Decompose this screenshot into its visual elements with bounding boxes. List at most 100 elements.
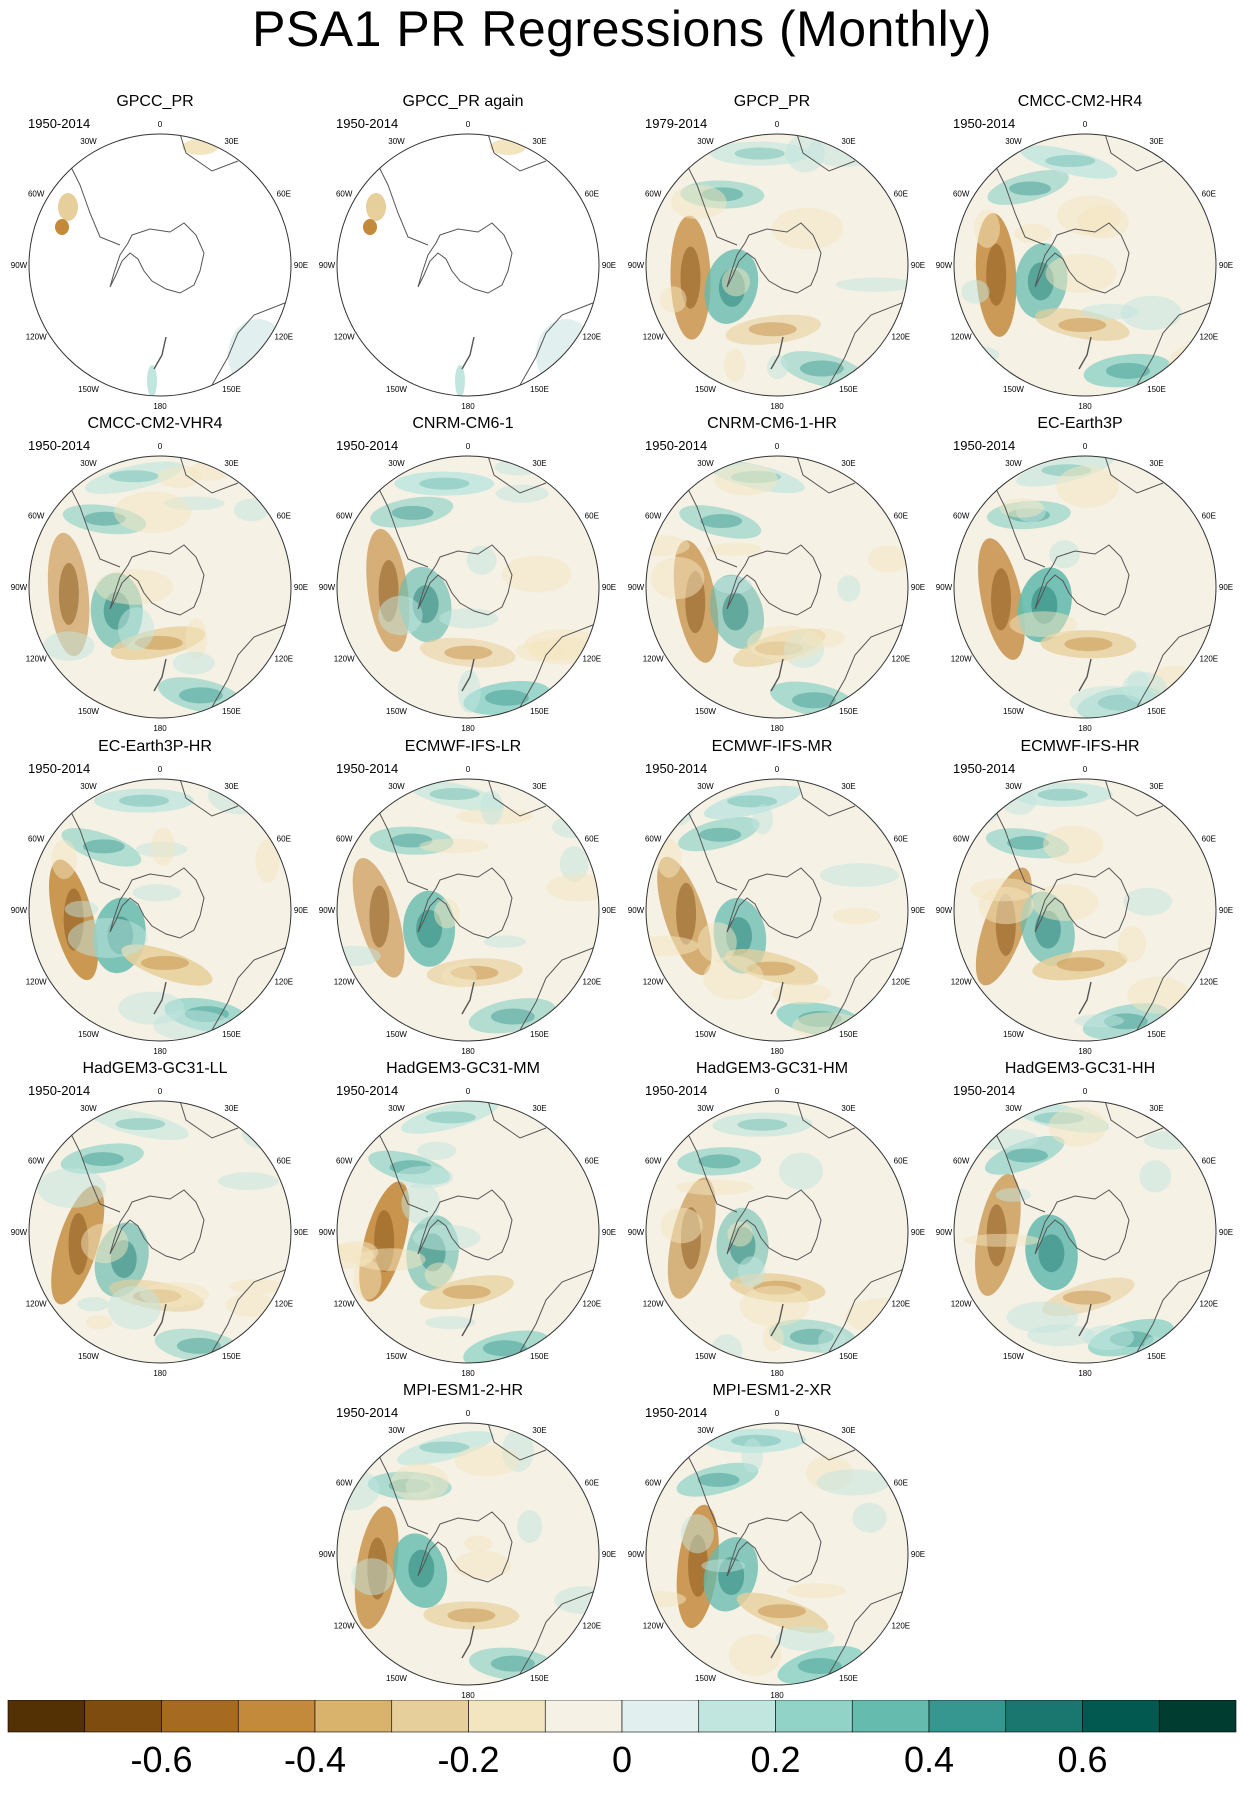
field-noise	[255, 839, 280, 883]
antarctica-coastline	[726, 1511, 822, 1583]
longitude-label: 90W	[11, 1228, 28, 1237]
longitude-label: 0	[158, 120, 163, 129]
longitude-label: 120E	[274, 655, 293, 664]
south-america-coastline	[680, 152, 738, 246]
field-noise	[1045, 253, 1117, 294]
longitude-label: 120E	[582, 333, 601, 342]
field-anomaly-core	[68, 1212, 89, 1275]
field-noise	[659, 286, 687, 313]
longitude-label: 150E	[1147, 385, 1166, 394]
map-panels-grid: GPCC_PR 1950-2014 0 30E 60E 90E 120E 150E 180 150…	[11, 93, 1233, 1700]
field-noise	[741, 1438, 764, 1473]
new-zealand-coastline	[1078, 1303, 1092, 1337]
field-noise	[714, 464, 778, 496]
longitude-label: 30W	[80, 1104, 97, 1113]
new-zealand-coastline	[770, 1625, 784, 1659]
field-anomaly	[712, 1112, 813, 1137]
africa-coastline	[179, 779, 239, 817]
field-anomaly	[94, 788, 195, 813]
map-panel: CNRM-CM6-1 1950-2014 0 30E 60E 90E 120E 150E 180…	[308, 414, 618, 736]
longitude-label: 30W	[1005, 459, 1022, 468]
field-noise	[819, 863, 899, 887]
field-noise	[785, 134, 825, 173]
field-noise	[208, 779, 271, 815]
field-noise	[85, 1315, 113, 1330]
new-zealand-coastline	[1078, 336, 1092, 370]
longitude-label: 120W	[951, 655, 972, 664]
field-anomaly-core	[748, 322, 797, 337]
longitude-label: 90W	[628, 583, 645, 592]
longitude-label: 150W	[695, 707, 716, 716]
longitude-label: 120W	[26, 978, 47, 987]
longitude-label: 0	[1083, 1087, 1088, 1096]
longitude-label: 30E	[841, 459, 855, 468]
longitude-label: 60W	[28, 190, 45, 199]
map-field	[646, 1101, 908, 1363]
field-noise	[233, 498, 269, 522]
panel-title: ECMWF-IFS-MR	[711, 738, 833, 755]
longitude-label: 90W	[936, 261, 953, 270]
longitude-label: 150E	[1147, 707, 1166, 716]
longitude-label: 120W	[26, 333, 47, 342]
australia-coastline	[519, 300, 599, 386]
africa-coastline	[487, 1101, 547, 1139]
south-america-coastline	[63, 1119, 121, 1213]
longitude-label: 60W	[645, 835, 662, 844]
longitude-label: 150W	[695, 385, 716, 394]
longitude-label: 150E	[839, 707, 858, 716]
longitude-label: 150W	[1003, 1352, 1024, 1361]
field-noise	[157, 465, 202, 489]
field-noise	[775, 1626, 835, 1651]
panel-title: CMCC-CM2-VHR4	[87, 415, 223, 432]
field-noise	[1077, 205, 1130, 239]
longitude-label: 0	[158, 1087, 163, 1096]
field-noise	[419, 838, 489, 854]
map-field	[337, 1101, 599, 1363]
field-noise	[1043, 825, 1104, 864]
longitude-label: 0	[1083, 442, 1088, 451]
longitude-label: 90E	[911, 906, 925, 915]
field-noise	[737, 1256, 766, 1288]
panel-title: HadGEM3-GC31-LL	[82, 1060, 228, 1077]
longitude-label: 150W	[695, 1030, 716, 1039]
south-america-coastline	[63, 797, 121, 891]
map-boundary	[645, 778, 909, 1042]
field-anomaly-core	[490, 1008, 535, 1025]
longitude-label: 90E	[1219, 583, 1233, 592]
map-boundary	[28, 455, 292, 719]
longitude-label: 180	[1078, 1369, 1092, 1378]
longitude-label: 150E	[222, 385, 241, 394]
field-noise	[954, 791, 1001, 827]
field-noise	[229, 1279, 286, 1295]
longitude-label: 120W	[643, 1300, 664, 1309]
longitude-label: 180	[153, 1047, 167, 1056]
colorbar-tick-label: -0.2	[437, 1739, 499, 1780]
field-noise	[680, 1514, 714, 1554]
longitude-label: 150W	[78, 385, 99, 394]
longitude-label: 120E	[891, 1622, 910, 1631]
field-noise	[646, 535, 690, 557]
field-noise	[151, 827, 175, 866]
antarctica-coastline	[417, 1189, 513, 1261]
longitude-label: 150E	[1147, 1352, 1166, 1361]
new-zealand-coastline	[770, 336, 784, 370]
antarctica-coastline	[726, 544, 822, 616]
longitude-label: 30E	[841, 1104, 855, 1113]
longitude-label: 120W	[643, 333, 664, 342]
field-anomaly-core	[115, 1118, 166, 1131]
field-anomaly-core	[757, 1604, 806, 1619]
longitude-label: 180	[461, 1047, 475, 1056]
panel-title: GPCC_PR	[116, 93, 194, 110]
field-anomaly-core	[1009, 181, 1052, 196]
longitude-label: 120E	[891, 333, 910, 342]
field-noise	[646, 935, 699, 957]
longitude-label: 120W	[334, 333, 355, 342]
field-noise	[241, 1114, 281, 1149]
longitude-label: 30E	[532, 1104, 546, 1113]
longitude-label: 30W	[697, 459, 714, 468]
map-field	[29, 1101, 291, 1363]
field-anomaly	[393, 1533, 448, 1608]
field-anomaly-core	[82, 839, 125, 854]
field-noise	[771, 207, 844, 250]
land-patch	[455, 365, 465, 396]
